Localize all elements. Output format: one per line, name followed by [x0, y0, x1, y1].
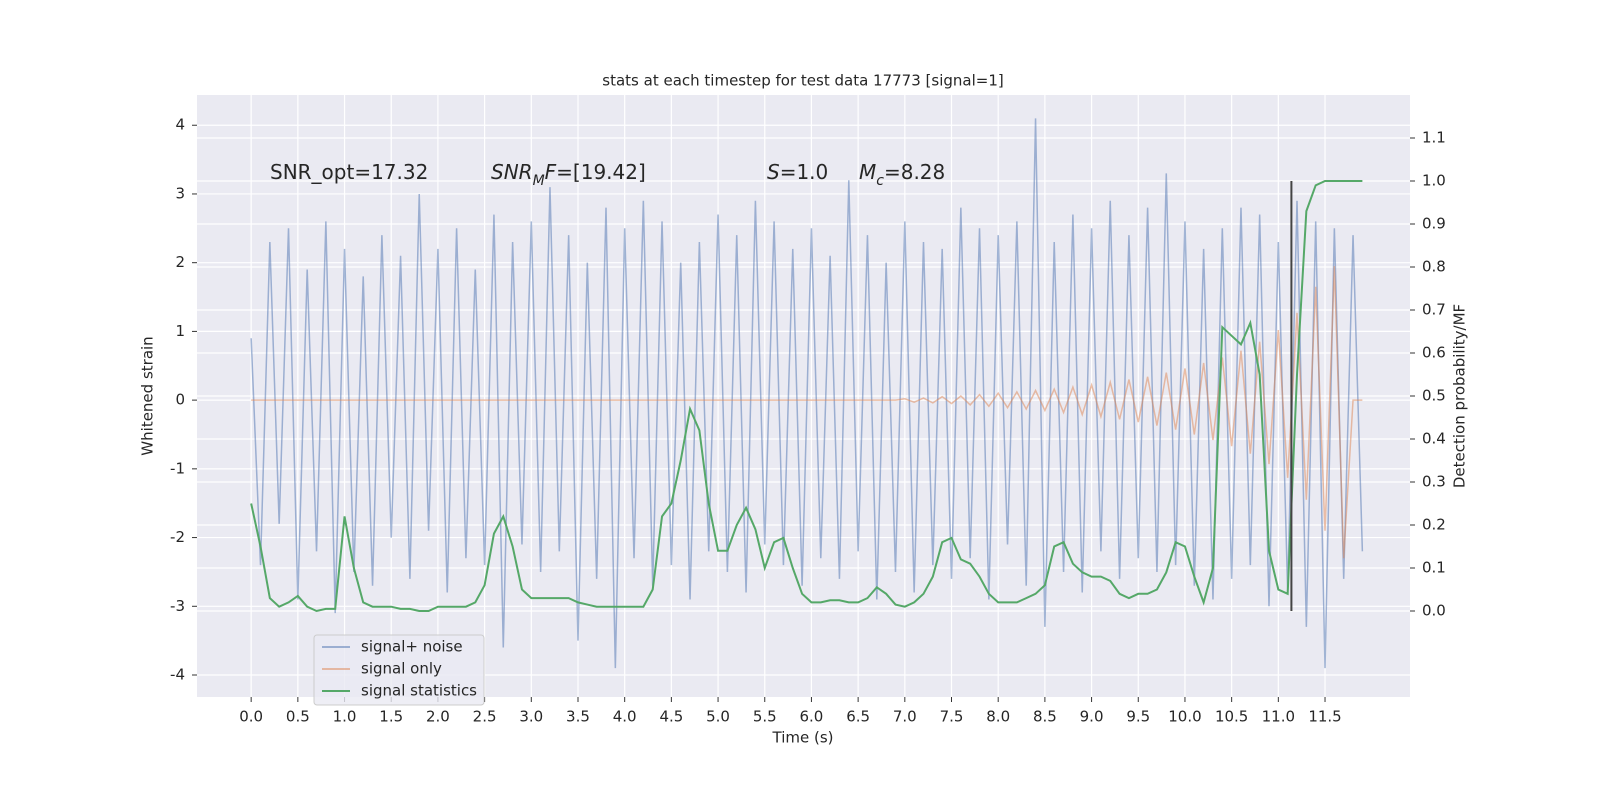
y2-tick-label: 1.1	[1422, 129, 1446, 147]
marks	[250, 118, 1364, 669]
y-tick-label: 1	[175, 322, 185, 340]
y2-tick-label: 0.8	[1422, 258, 1446, 276]
series-line	[250, 180, 1363, 613]
x-tick-label: 2.0	[426, 708, 450, 726]
legend-label: signal+ noise	[361, 638, 463, 656]
x-tick-label: 5.0	[706, 708, 730, 726]
y2-tick-label: 0.0	[1422, 602, 1446, 620]
annotation-part: F	[545, 160, 557, 184]
y2-tick-label: 0.5	[1422, 387, 1446, 405]
x-tick-label: 9.5	[1126, 708, 1150, 726]
y2-tick-label: 0.3	[1422, 473, 1446, 491]
y-tick-label: -4	[170, 666, 185, 684]
y2-tick-label: 1.0	[1422, 172, 1446, 190]
x-tick-label: 7.5	[940, 708, 964, 726]
x-tick-label: 3.0	[519, 708, 543, 726]
annotation-part: c	[876, 173, 884, 189]
x-tick-label: 2.5	[473, 708, 497, 726]
y-tick-label: -1	[170, 459, 185, 477]
series-line	[251, 266, 1363, 559]
annotation-part: M	[859, 160, 876, 184]
y2-tick-label: 0.9	[1422, 215, 1446, 233]
annotation-part: =[19.42]	[556, 160, 646, 184]
annotation: SNRMF=[19.42]	[491, 160, 646, 190]
annotation: SNR_opt=17.32	[270, 160, 428, 184]
x-tick-label: 10.0	[1168, 708, 1201, 726]
annotation-part: =1.0	[780, 160, 829, 184]
x-tick-label: 0.0	[239, 708, 263, 726]
annotation-part: S	[767, 160, 780, 184]
y2-tick-label: 0.4	[1422, 430, 1446, 448]
y2-tick-label: 0.1	[1422, 559, 1446, 577]
annotation-part: SNR_opt=17.32	[270, 160, 428, 184]
x-tick-label: 8.0	[986, 708, 1010, 726]
x-axis-label: Time (s)	[772, 729, 834, 747]
x-tick-label: 4.0	[613, 708, 637, 726]
x-tick-label: 11.0	[1262, 708, 1295, 726]
y-tick-label: 0	[175, 391, 185, 409]
y2-tick-label: 0.6	[1422, 344, 1446, 362]
x-tick-label: 4.5	[659, 708, 683, 726]
y-tick-label: -3	[170, 597, 185, 615]
chart-title: stats at each timestep for test data 177…	[602, 72, 1003, 90]
x-tick-label: 3.5	[566, 708, 590, 726]
x-tick-label: 8.5	[1033, 708, 1057, 726]
y2-tick-label: 0.2	[1422, 516, 1446, 534]
legend-box	[313, 634, 485, 706]
annotation-part: =8.28	[884, 160, 945, 184]
y2-tick-label: 0.7	[1422, 301, 1446, 319]
x-tick-label: 9.0	[1080, 708, 1104, 726]
y-tick-label: 2	[175, 253, 185, 271]
annotation: Mc=8.28	[859, 160, 945, 190]
grid	[197, 95, 1410, 697]
y2-axis-label: Detection probability/MF	[1451, 304, 1469, 488]
y-tick-label: -2	[170, 528, 185, 546]
x-tick-label: 0.5	[286, 708, 310, 726]
legend-label: signal only	[361, 660, 442, 678]
x-tick-label: 6.5	[846, 708, 870, 726]
x-tick-label: 10.5	[1215, 708, 1248, 726]
legend-label: signal statistics	[361, 682, 477, 700]
annotation-part: M	[533, 173, 545, 189]
y-tick-label: 4	[175, 116, 185, 134]
series-line	[250, 118, 1364, 669]
annotation: S=1.0	[767, 160, 828, 184]
x-tick-label: 5.5	[753, 708, 777, 726]
annotation-part: SNR	[491, 160, 533, 184]
y-tick-label: 3	[175, 184, 185, 202]
x-tick-label: 6.0	[800, 708, 824, 726]
x-tick-label: 1.0	[333, 708, 357, 726]
x-tick-label: 7.0	[893, 708, 917, 726]
y-axis-label: Whitened strain	[139, 336, 157, 455]
x-tick-label: 11.5	[1308, 708, 1341, 726]
x-tick-label: 1.5	[379, 708, 403, 726]
